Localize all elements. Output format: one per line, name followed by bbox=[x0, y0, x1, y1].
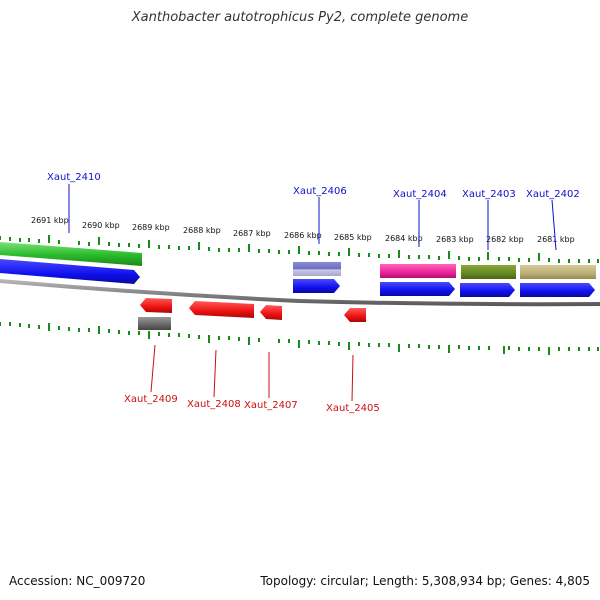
cds-arrow-xaut-2410[interactable] bbox=[0, 259, 140, 284]
cds-arrow-xaut-2403[interactable] bbox=[460, 283, 515, 297]
gene-label-xaut-2403[interactable]: Xaut_2403 bbox=[462, 189, 516, 200]
gene-block-xaut-2404[interactable] bbox=[380, 264, 456, 278]
gene-block-xaut-2402[interactable] bbox=[520, 265, 596, 279]
reverse-scale-ruler bbox=[0, 322, 599, 355]
scale-label: 2687 kbp bbox=[233, 229, 271, 238]
gene-label-xaut-2410[interactable]: Xaut_2410 bbox=[47, 172, 101, 183]
label-leader bbox=[551, 199, 557, 251]
gene-block-xaut-2410[interactable] bbox=[0, 242, 142, 266]
gene-label-xaut-2407[interactable]: Xaut_2407 bbox=[244, 400, 298, 411]
gene-label-xaut-2402[interactable]: Xaut_2402 bbox=[526, 189, 580, 200]
gene-block-xaut-2403[interactable] bbox=[461, 265, 516, 279]
forward-minor-ticks bbox=[0, 236, 599, 263]
forward-scale-ruler bbox=[0, 235, 599, 263]
gene-block-xaut-2406[interactable] bbox=[293, 262, 341, 276]
scale-label: 2690 kbp bbox=[82, 221, 120, 230]
reverse-gene-labels: Xaut_2409 Xaut_2408 Xaut_2407 Xaut_2405 bbox=[124, 344, 380, 414]
scale-label: 2684 kbp bbox=[385, 234, 423, 243]
scale-label: 2686 kbp bbox=[284, 231, 322, 240]
scale-label: 2685 kbp bbox=[334, 233, 372, 242]
scale-labels: 2691 kbp 2690 kbp 2689 kbp 2688 kbp 2687… bbox=[31, 216, 575, 244]
gene-label-xaut-2408[interactable]: Xaut_2408 bbox=[187, 399, 241, 410]
scale-label: 2691 kbp bbox=[31, 216, 69, 225]
gene-label-xaut-2409[interactable]: Xaut_2409 bbox=[124, 394, 178, 405]
scale-label: 2689 kbp bbox=[132, 223, 170, 232]
cds-arrow-xaut-2408[interactable] bbox=[189, 301, 254, 318]
cds-arrow-xaut-2409[interactable] bbox=[140, 298, 172, 313]
forward-major-ticks bbox=[48, 235, 540, 261]
label-leader bbox=[150, 344, 156, 393]
label-leader bbox=[213, 349, 217, 398]
scale-label: 2688 kbp bbox=[183, 226, 221, 235]
gene-label-xaut-2404[interactable]: Xaut_2404 bbox=[393, 189, 447, 200]
accession-label: Accession: NC_009720 bbox=[9, 574, 146, 588]
reverse-minor-ticks bbox=[0, 322, 599, 351]
genome-backbone bbox=[0, 279, 600, 307]
genome-title: Xanthobacter autotrophicus Py2, complete… bbox=[131, 10, 469, 25]
genome-summary: Topology: circular; Length: 5,308,934 bp… bbox=[260, 574, 590, 588]
scale-label: 2681 kbp bbox=[537, 235, 575, 244]
cds-arrow-xaut-2405[interactable] bbox=[344, 308, 366, 322]
cds-arrow-xaut-2406[interactable] bbox=[293, 279, 340, 293]
reverse-major-ticks bbox=[48, 323, 550, 355]
scale-label: 2682 kbp bbox=[486, 235, 524, 244]
forward-gene-labels: Xaut_2410 Xaut_2406 Xaut_2404 Xaut_2403 … bbox=[47, 172, 580, 251]
cds-arrow-xaut-2402[interactable] bbox=[520, 283, 595, 297]
gene-label-xaut-2406[interactable]: Xaut_2406 bbox=[293, 186, 347, 197]
cds-arrow-xaut-2407[interactable] bbox=[260, 305, 282, 320]
scale-label: 2683 kbp bbox=[436, 235, 474, 244]
cds-arrow-xaut-2404[interactable] bbox=[380, 282, 455, 296]
label-leader bbox=[351, 354, 354, 402]
gene-label-xaut-2405[interactable]: Xaut_2405 bbox=[326, 403, 380, 414]
gene-block-xaut-2409[interactable] bbox=[138, 317, 171, 330]
